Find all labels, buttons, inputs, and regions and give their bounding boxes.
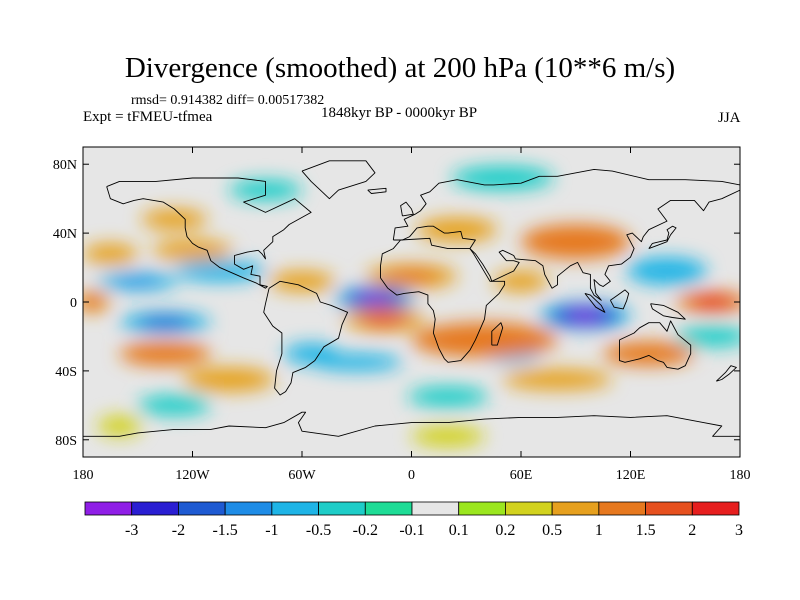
y-tick-label: 80N	[53, 158, 77, 173]
divergence-field	[83, 165, 740, 447]
x-tick-label: 120E	[616, 468, 646, 483]
smoothed-field-layer	[83, 165, 740, 447]
field-feature-1-level-3	[569, 311, 601, 321]
coastline-new-zealand	[715, 365, 737, 382]
field-feature-15-level-0	[411, 426, 485, 447]
colorbar-label: 1.5	[636, 522, 656, 539]
coastline-eurasia	[392, 168, 740, 301]
colorbar-label: 0.1	[449, 522, 469, 539]
y-tick-label: 80S	[55, 434, 77, 449]
x-tick-label: 180	[73, 468, 94, 483]
coastline-greenland	[301, 160, 376, 200]
coastline-africa	[380, 237, 506, 363]
colorbar-swatch	[505, 501, 553, 516]
field-feature-2-level-1	[137, 316, 193, 329]
coastlines	[83, 160, 740, 437]
colorbar-label: -2	[172, 522, 185, 539]
field-feature-28-level-0	[183, 367, 275, 392]
field-feature-21-level-0	[603, 341, 695, 366]
x-tick-label: 0	[408, 468, 415, 483]
season-label: JJA	[718, 110, 741, 126]
colorbar-label: 0.5	[542, 522, 562, 539]
colorbar-swatch	[364, 501, 413, 516]
field-feature-16-level-1	[360, 311, 409, 327]
colorbar-swatch	[271, 501, 319, 516]
x-tick-label: 180	[730, 468, 751, 483]
field-feature-30-level-0	[141, 209, 208, 230]
coastline-australia	[619, 320, 692, 370]
field-feature-25-level-0	[416, 217, 498, 242]
colorbar-label: -0.2	[353, 522, 378, 539]
field-feature-17-level-0	[411, 322, 558, 358]
colorbar-swatch	[318, 501, 366, 516]
colorbar-swatch	[645, 501, 693, 516]
field-feature-10-level-0	[451, 165, 554, 191]
colorbar-swatch	[598, 501, 646, 516]
coastline-borneo	[610, 289, 630, 310]
colorbar-label: 2	[688, 522, 696, 539]
coastline-uk	[400, 201, 414, 217]
colorbar-label: -0.1	[399, 522, 424, 539]
field-feature-5-level-0	[626, 257, 708, 285]
field-feature-22-level-0	[119, 341, 211, 366]
field-feature-31-level-0	[493, 271, 549, 292]
rmsd-stats: rmsd= 0.914382 diff= 0.00517382	[131, 93, 325, 108]
field-feature-27-level-0	[83, 243, 138, 265]
colorbar-swatch	[84, 501, 133, 516]
field-feature-26-level-0	[152, 240, 233, 261]
colorbar-label: -3	[125, 522, 138, 539]
y-tick-label: 0	[70, 296, 77, 311]
y-tick-label: 40S	[55, 365, 77, 380]
colorbar-swatch	[411, 501, 460, 516]
field-feature-13-level-0	[407, 386, 489, 408]
field-feature-12-level-0	[137, 395, 211, 416]
field-feature-3-level-1	[113, 276, 162, 287]
colorbar: -3 -2 -1.5 -1 -0.5 -0.2 -0.1 0.1 0.2 0.5 1 1.5 2 3	[84, 501, 743, 539]
field-feature-18-level-1	[384, 268, 439, 284]
colorbar-label: -1	[265, 522, 278, 539]
field-feature-29-level-0	[502, 369, 613, 390]
coastline-antarctica	[83, 411, 740, 437]
colorbar-swatch	[178, 501, 226, 516]
colorbar-label: 1	[595, 522, 603, 539]
coastline-south-america	[263, 280, 349, 396]
coastline-new-guinea	[650, 303, 686, 320]
field-feature-20-level-1	[690, 295, 735, 309]
field-feature-9-level-0	[676, 326, 740, 347]
colorbar-label: -0.5	[306, 522, 331, 539]
colorbar-label: -1.5	[212, 522, 237, 539]
coastline-japan	[648, 225, 677, 250]
field-feature-0-level-3	[361, 294, 389, 303]
period-label: 1848kyr BP - 0000kyr BP	[321, 105, 478, 121]
field-feature-19-level-0	[269, 271, 335, 292]
colorbar-swatch	[458, 501, 506, 516]
y-tick-label: 40N	[53, 227, 77, 242]
coastline-sumatra	[584, 292, 606, 313]
field-feature-23-level-1	[83, 295, 104, 309]
chart-title: Divergence (smoothed) at 200 hPa (10**6 …	[124, 52, 676, 84]
coastline-north-america	[106, 177, 312, 289]
coastline-madagascar	[491, 322, 504, 346]
coastline-iceland	[367, 187, 387, 194]
experiment-label: Expt = tFMEU-tfmea	[83, 109, 213, 125]
colorbar-swatch	[131, 501, 179, 516]
colorbar-label: 3	[735, 522, 743, 539]
field-feature-4-level-0	[174, 260, 266, 282]
colorbar-label: 0.2	[495, 522, 515, 539]
field-feature-24-level-0	[521, 224, 631, 259]
colorbar-swatch	[224, 501, 273, 516]
field-feature-7-level-0	[311, 353, 403, 371]
x-tick-label: 120W	[175, 468, 210, 483]
x-axis: 180 120W 60W 0 60E 120E 180	[73, 147, 751, 483]
y-axis: 80N 40N 0 40S 80S	[53, 158, 740, 449]
field-feature-14-level-0	[97, 415, 142, 437]
x-tick-label: 60E	[510, 468, 533, 483]
colorbar-swatch	[551, 501, 600, 516]
x-tick-label: 60W	[288, 468, 316, 483]
colorbar-swatch	[691, 501, 740, 516]
